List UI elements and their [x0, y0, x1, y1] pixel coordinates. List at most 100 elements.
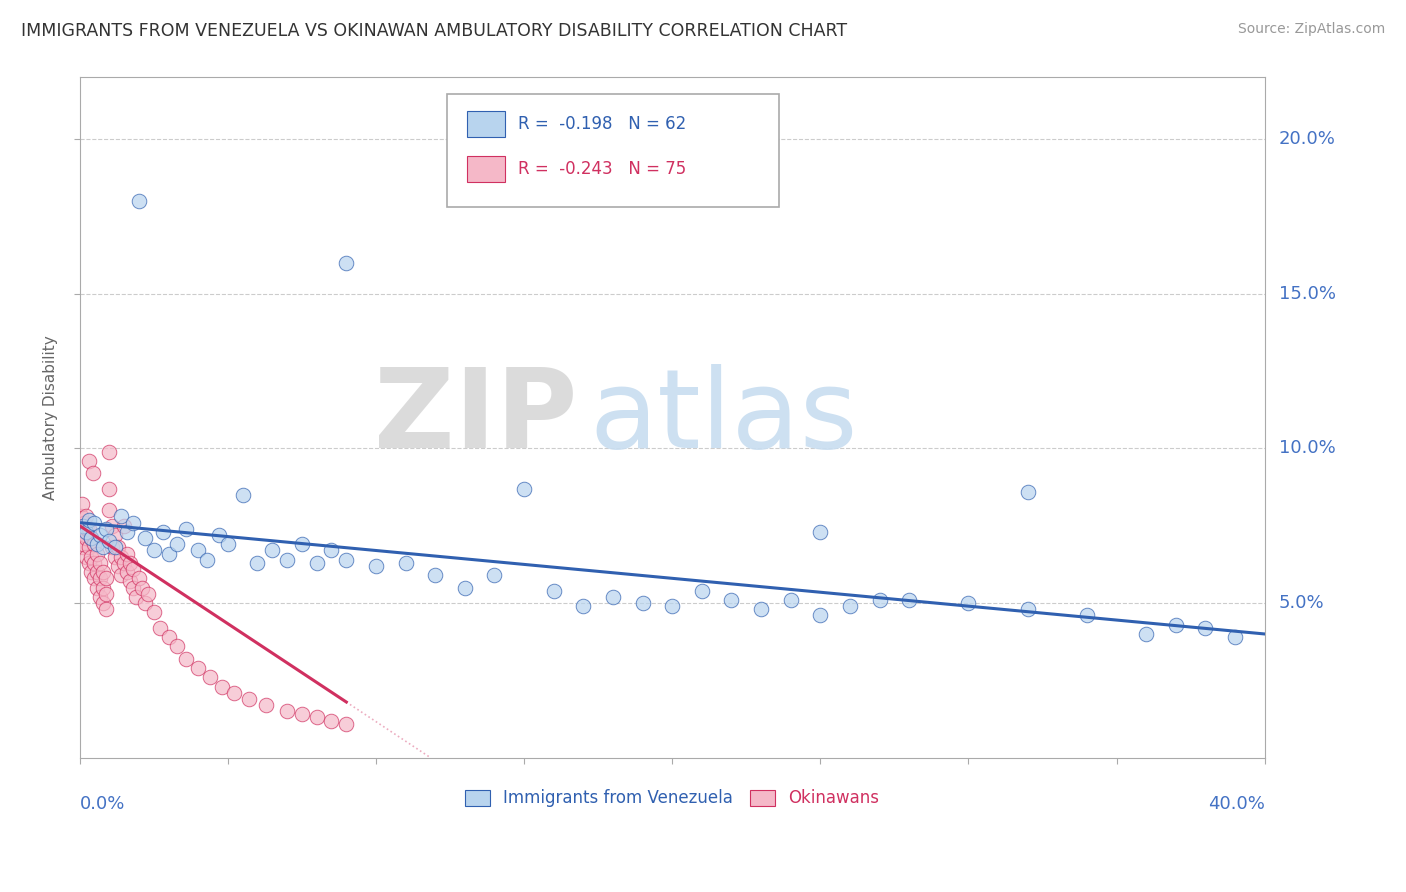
Point [93, 565, 115, 579]
Point [75, 549, 97, 564]
Point [110, 549, 132, 564]
Point [83, 556, 105, 570]
Point [187, 661, 209, 675]
Point [122, 516, 145, 530]
Point [107, 558, 129, 573]
Point [86, 547, 108, 561]
Point [1223, 630, 1246, 644]
Point [602, 590, 624, 604]
Point [513, 482, 536, 496]
Point [166, 537, 188, 551]
Point [291, 707, 314, 722]
Point [86, 581, 108, 595]
Point [131, 581, 153, 595]
Point [484, 568, 506, 582]
Point [83, 537, 105, 551]
Legend: Immigrants from Venezuela, Okinawans: Immigrants from Venezuela, Okinawans [458, 782, 886, 814]
Point [211, 680, 233, 694]
Point [152, 524, 174, 539]
Point [77, 541, 100, 555]
Point [86, 537, 108, 551]
Point [572, 599, 595, 614]
Point [118, 574, 141, 589]
Point [176, 651, 198, 665]
Point [125, 590, 148, 604]
Point [134, 531, 156, 545]
Point [254, 698, 277, 712]
Point [869, 593, 891, 607]
Text: R =  -0.243   N = 75: R = -0.243 N = 75 [519, 161, 686, 178]
Point [115, 524, 138, 539]
Point [101, 541, 124, 555]
Point [808, 524, 831, 539]
Point [1194, 621, 1216, 635]
Point [838, 599, 860, 614]
Point [96, 587, 118, 601]
Point [157, 630, 180, 644]
Point [75, 524, 97, 539]
FancyBboxPatch shape [467, 111, 505, 136]
Point [73, 516, 96, 530]
Point [128, 571, 150, 585]
Point [69, 528, 91, 542]
Point [98, 534, 121, 549]
Point [75, 509, 97, 524]
Point [72, 541, 94, 555]
Point [76, 522, 98, 536]
Point [1164, 617, 1187, 632]
Point [305, 710, 328, 724]
Point [93, 541, 115, 555]
Text: 0.0%: 0.0% [80, 795, 125, 813]
Point [89, 556, 111, 570]
Point [720, 593, 742, 607]
Point [276, 704, 298, 718]
Point [96, 602, 118, 616]
Point [70, 497, 93, 511]
Point [321, 714, 343, 728]
Point [93, 596, 115, 610]
Point [80, 531, 103, 545]
Point [110, 509, 132, 524]
Point [115, 565, 138, 579]
Point [262, 543, 284, 558]
Point [631, 596, 654, 610]
Point [176, 522, 198, 536]
Point [142, 543, 165, 558]
Point [80, 549, 103, 564]
Text: IMMIGRANTS FROM VENEZUELA VS OKINAWAN AMBULATORY DISABILITY CORRELATION CHART: IMMIGRANTS FROM VENEZUELA VS OKINAWAN AM… [21, 22, 848, 40]
Point [1017, 602, 1039, 616]
Point [98, 503, 121, 517]
Text: 40.0%: 40.0% [1208, 795, 1264, 813]
Point [749, 602, 772, 616]
Point [118, 556, 141, 570]
Point [112, 518, 135, 533]
Point [104, 528, 127, 542]
Point [291, 537, 314, 551]
Point [73, 528, 96, 542]
Point [89, 571, 111, 585]
Point [425, 568, 447, 582]
Point [83, 571, 105, 585]
Text: ZIP: ZIP [374, 364, 578, 471]
Point [238, 692, 260, 706]
Point [98, 444, 121, 458]
Point [72, 522, 94, 536]
Point [217, 537, 239, 551]
Point [149, 621, 172, 635]
Point [134, 596, 156, 610]
Point [808, 608, 831, 623]
Point [80, 531, 103, 545]
Point [321, 543, 343, 558]
Point [166, 640, 188, 654]
Point [72, 518, 94, 533]
Point [98, 482, 121, 496]
Point [543, 583, 565, 598]
Point [335, 256, 357, 270]
Point [104, 541, 127, 555]
Point [86, 565, 108, 579]
Text: 5.0%: 5.0% [1279, 594, 1324, 612]
Point [77, 556, 100, 570]
FancyBboxPatch shape [467, 156, 505, 182]
Point [136, 587, 159, 601]
Text: Source: ZipAtlas.com: Source: ZipAtlas.com [1237, 22, 1385, 37]
